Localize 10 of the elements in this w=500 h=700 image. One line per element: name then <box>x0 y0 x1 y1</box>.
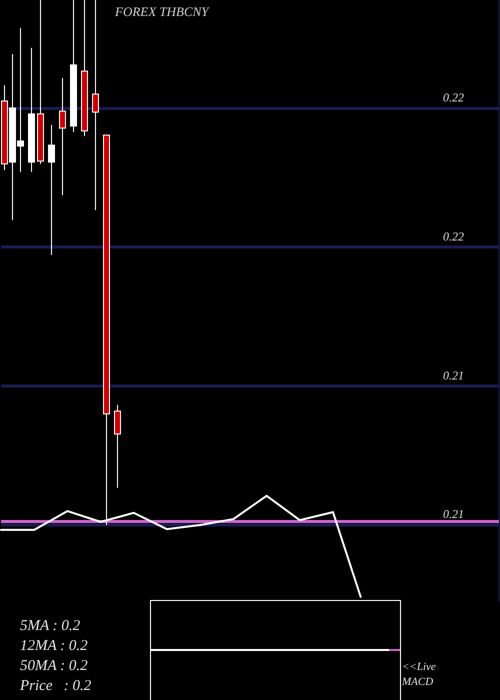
text: <<Live MACD <box>401 661 436 688</box>
y-tick-label: 0.22 <box>443 90 464 104</box>
y-tick-label: 0.21 <box>443 368 464 382</box>
y-tick-label: 0.22 <box>443 229 464 244</box>
chart-title: FOREX THBCNY <box>114 4 210 19</box>
text: 5MA : 0.2 <box>20 618 81 634</box>
y-tick-label: 0.21 <box>443 507 464 522</box>
text: 50MA : 0.2 <box>20 658 88 674</box>
text: 12MA : 0.2 <box>20 638 88 654</box>
text: Price : 0.2 <box>19 678 92 694</box>
